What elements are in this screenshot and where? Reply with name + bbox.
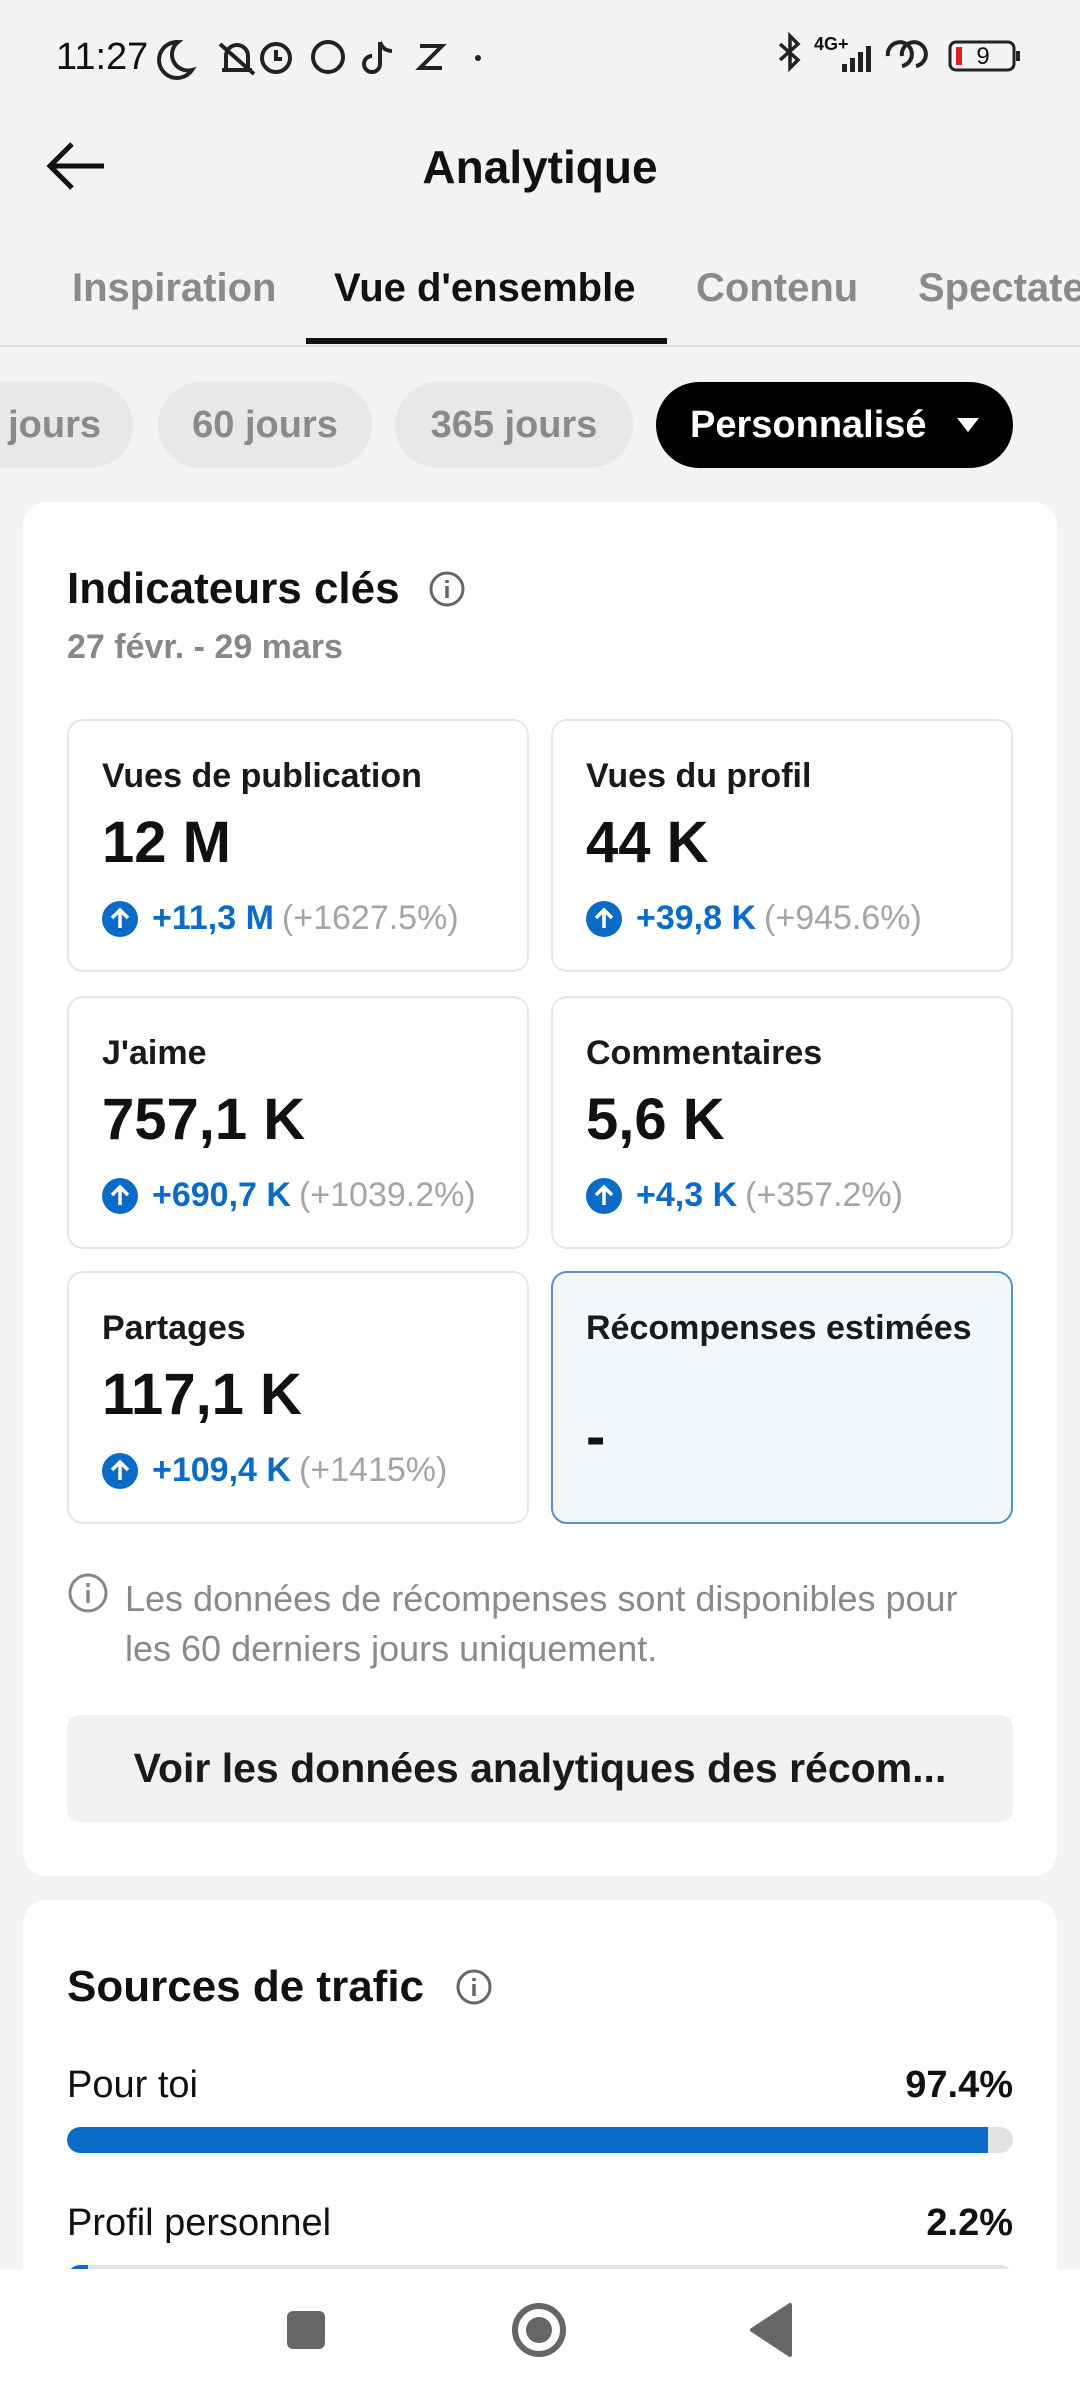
metric-change: +4,3 K (+357.2%) [586,1176,903,1215]
tab-bar: Inspiration Vue d'ensemble Contenu Spect… [0,230,1080,346]
up-icon [102,1177,138,1214]
metric-change: +690,7 K (+1039.2%) [102,1176,476,1215]
metric-value: - [586,1404,606,1469]
filter-pill[interactable]: 60 jours [158,382,372,468]
source-percent: 2.2% [926,2202,1013,2244]
source-percent: 97.4% [905,2064,1013,2106]
filter-pill-active[interactable]: Personnalisé [656,382,1013,468]
change-percent: (+945.6%) [764,899,922,937]
section-title: Indicateurs clés [67,564,400,613]
change-value: +690,7 K [152,1176,291,1214]
change-value: +39,8 K [636,899,757,937]
page-title: Analytique [422,141,658,193]
metric-value: 5,6 K [586,1087,725,1152]
metric-label: Vues de publication [102,757,422,795]
tab[interactable]: Contenu [696,266,859,310]
filter-pill[interactable]: 28 jours [0,382,133,468]
nav-icons [287,2303,792,2357]
bar-track [67,2265,1013,2269]
up-icon [586,1177,622,1214]
rewards-note: Les données de récompenses sont disponib… [125,1578,958,1669]
metric-value: 757,1 K [102,1087,306,1152]
reward-card: Récompenses estimées - [551,1271,1013,1524]
change-value: +4,3 K [636,1176,738,1214]
filter-label: Personnalisé [690,403,927,446]
bar [67,2127,989,2153]
source-name: Profil personnel [67,2202,332,2244]
bar [67,2265,88,2269]
up-icon [586,900,622,937]
metric-card: Partages 117,1 K +109,4 K (+1415%) [67,1271,529,1524]
rewards-button[interactable]: Voir les données analytiques des récom..… [67,1715,1013,1822]
bar-track [67,2127,1013,2153]
date-range: 27 févr. - 29 mars [67,628,343,666]
up-icon [102,900,138,937]
source-name: Pour toi [67,2064,198,2106]
filter-pill[interactable]: 365 jours [395,382,633,468]
divider [0,345,1080,347]
metric-label: Commentaires [586,1034,823,1072]
metric-label: Vues du profil [586,757,812,795]
section-title: Sources de trafic [67,1962,425,2011]
metric-value: 12 M [102,810,231,875]
change-percent: (+1415%) [298,1451,448,1489]
metric-value: 117,1 K [102,1362,302,1427]
metric-change: +11,3 M (+1627.5%) [102,899,459,938]
metric-label: J'aime [102,1034,207,1072]
metric-change: +39,8 K (+945.6%) [586,899,922,938]
status-right-icons [778,31,1020,73]
traffic-list: Pour toi 97.4% Profil personnel 2.2% [0,2040,1080,2269]
up-icon [102,1452,138,1489]
status-icons [157,39,481,80]
status-time: 11:27 [56,36,149,78]
change-percent: (+357.2%) [745,1176,903,1214]
metric-card: Vues de publication 12 M +11,3 M (+1627.5%) [67,719,529,972]
nav-bar [0,2269,1080,2400]
dropdown-arrow [956,418,979,432]
change-percent: (+1627.5%) [281,899,459,937]
network-type: 4G+ [814,34,849,54]
tab[interactable]: Spectateurs [918,266,1080,310]
tab-active[interactable]: Vue d'ensemble [334,266,636,310]
tab-indicator [306,338,667,344]
change-value: +11,3 M [152,899,274,937]
info-icon [68,1573,108,1613]
metric-change: +109,4 K (+1415%) [102,1451,447,1490]
filter-row: 28 jours 60 jours 365 jours Personnalisé [0,0,1080,500]
back-button[interactable] [44,140,110,192]
change-value: +109,4 K [152,1451,291,1489]
info-icon[interactable] [455,1968,493,2006]
metric-value: 44 K [586,810,709,875]
metric-label: Récompenses estimées [586,1309,972,1347]
change-percent: (+1039.2%) [298,1176,476,1214]
info-icon[interactable] [428,570,466,608]
tab[interactable]: Inspiration [72,266,277,310]
metric-card: Vues du profil 44 K +39,8 K (+945.6%) [551,719,1013,972]
metric-card: Commentaires 5,6 K +4,3 K (+357.2%) [551,996,1013,1249]
metric-card: J'aime 757,1 K +690,7 K (+1039.2%) [67,996,529,1249]
battery-level: 9 [976,43,990,70]
metric-label: Partages [102,1309,246,1347]
